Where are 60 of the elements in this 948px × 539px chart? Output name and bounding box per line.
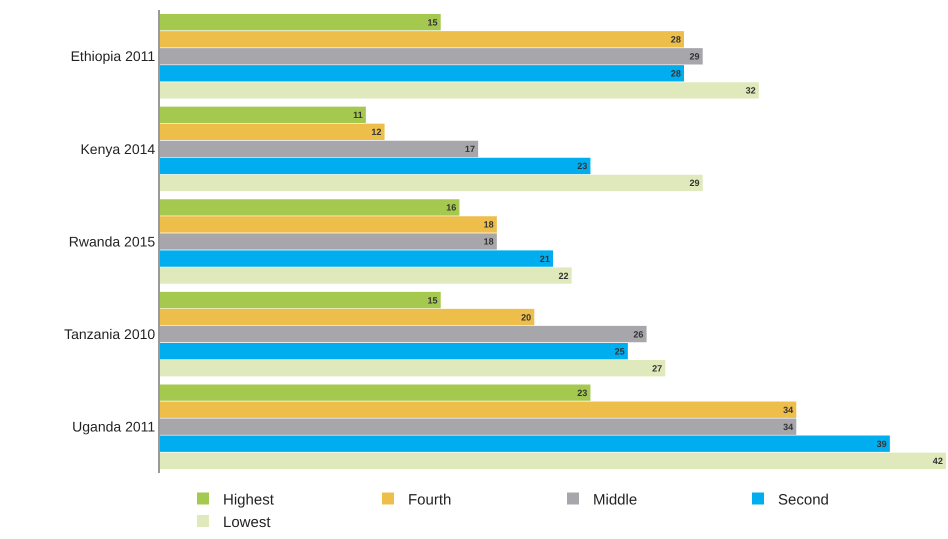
data-label: 15 <box>427 295 438 306</box>
legend-label: Second <box>778 491 829 508</box>
bar <box>160 82 759 99</box>
bar <box>160 292 441 308</box>
legend-label: Lowest <box>223 514 272 531</box>
bar <box>160 140 478 158</box>
bar <box>160 216 497 233</box>
data-label: 21 <box>540 254 550 264</box>
data-label: 26 <box>633 329 644 340</box>
data-label: 27 <box>652 363 662 374</box>
data-label: 18 <box>484 220 494 230</box>
legend-label: Highest <box>223 491 275 508</box>
data-label: 34 <box>783 422 794 432</box>
bar <box>160 31 684 48</box>
data-label: 23 <box>577 388 588 398</box>
bar <box>160 233 497 250</box>
legend-label: Middle <box>593 491 638 508</box>
y-tick-label: Uganda 2011 <box>72 418 156 435</box>
bar <box>160 360 666 376</box>
y-tick-label: Kenya 2014 <box>80 140 156 157</box>
bar <box>160 14 441 30</box>
bar <box>160 308 534 326</box>
data-label: 15 <box>427 17 438 28</box>
data-label: 32 <box>746 86 756 96</box>
bar <box>160 342 628 360</box>
data-label: 28 <box>670 68 681 79</box>
bar <box>160 106 366 123</box>
data-label: 12 <box>371 127 382 138</box>
data-label: 39 <box>876 438 887 449</box>
bar <box>160 436 890 452</box>
bar <box>160 65 684 82</box>
data-label: 20 <box>521 312 532 322</box>
legend-label: Fourth <box>408 491 452 508</box>
bar <box>160 124 385 140</box>
bar <box>160 199 460 216</box>
data-label: 42 <box>932 456 943 466</box>
data-label: 29 <box>689 178 700 188</box>
data-label: 11 <box>353 110 363 120</box>
data-label: 23 <box>577 161 588 172</box>
bar <box>160 267 572 284</box>
bar <box>160 401 796 418</box>
bar <box>160 174 703 192</box>
bar <box>160 48 703 64</box>
data-label: 16 <box>446 202 456 213</box>
data-label: 22 <box>558 270 569 281</box>
bar <box>160 326 647 342</box>
bar <box>160 384 590 401</box>
data-label: 18 <box>484 236 494 247</box>
bar <box>160 452 946 469</box>
y-tick-label: Tanzania 2010 <box>64 326 156 342</box>
bar <box>160 250 553 267</box>
data-label: 34 <box>783 404 794 415</box>
bar <box>160 158 590 174</box>
bar <box>160 418 796 435</box>
y-tick-label: Ethiopia 2011 <box>70 48 156 64</box>
y-tick-label: Rwanda 2015 <box>68 233 156 250</box>
data-label: 29 <box>689 52 700 62</box>
data-label: 28 <box>670 34 681 44</box>
data-label: 25 <box>614 346 625 356</box>
data-label: 17 <box>464 144 475 154</box>
